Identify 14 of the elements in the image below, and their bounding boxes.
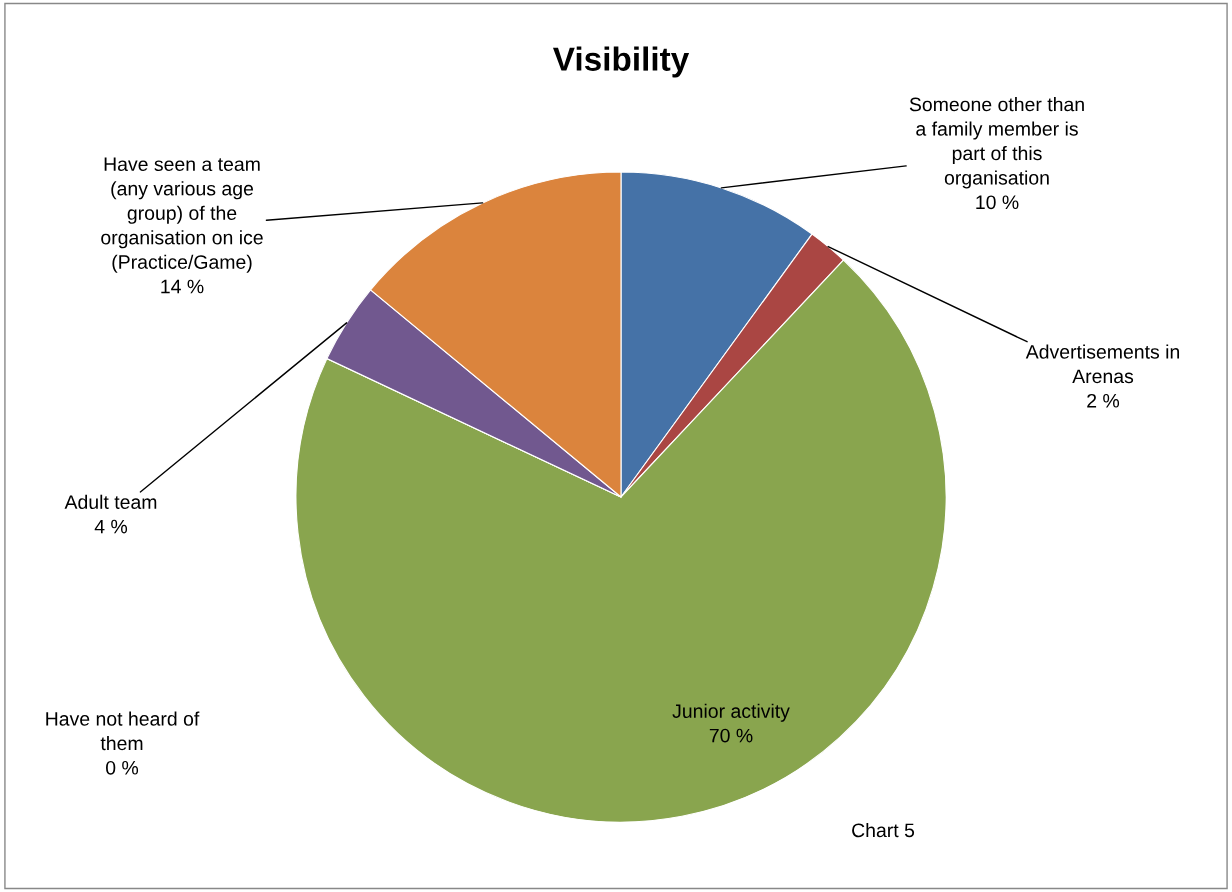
slice-label: Junior activity [672, 703, 790, 722]
data-label: 10 % [976, 195, 1019, 210]
slice-label: Have seen a team (any various age group) of the organisation on ice (Practice/Game) [101, 157, 263, 273]
data-label: 2 % [1087, 393, 1120, 408]
text: 0 % [106, 760, 139, 775]
category-label: Have not heard of them [46, 711, 200, 751]
chart-title: Visibility [552, 46, 690, 78]
data-label: 14 % [161, 279, 204, 294]
slice-label: Someone other than a family member is part of this organisation [909, 97, 1084, 189]
data-label: 70 % [709, 728, 753, 743]
slice-label: Adult team [64, 494, 157, 509]
slice-label: Advertisements in Arenas [1025, 344, 1180, 384]
data-label: 4 % [94, 519, 128, 534]
caption: Chart 5 [852, 822, 915, 838]
